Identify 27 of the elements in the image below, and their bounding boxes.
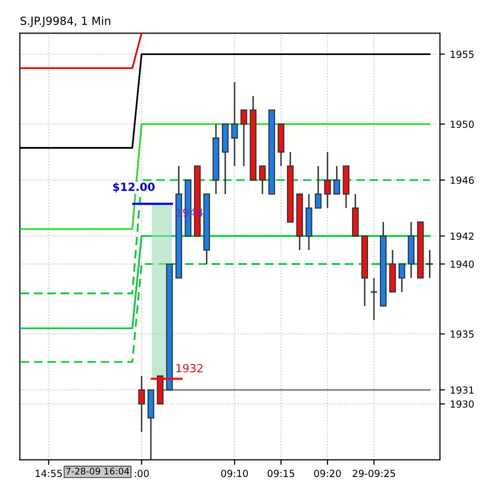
x-tick-label: 09:15	[268, 470, 294, 478]
y-tick-label: 1940	[450, 260, 474, 268]
candlestick	[231, 81, 238, 167]
x-tick-label: 29-09:25	[352, 470, 396, 478]
candlestick	[398, 263, 406, 293]
chart-title: S.JP.J9984, 1 Min	[20, 16, 110, 28]
y-tick-label: 1930	[450, 400, 474, 408]
y-tick-label: 1946	[450, 176, 474, 184]
candlestick	[333, 165, 340, 195]
annotation: 1932	[176, 364, 202, 372]
annotation: 1944	[176, 208, 203, 217]
y-tick-label: 1931	[450, 386, 474, 394]
candlestick	[314, 165, 322, 209]
candlestick	[138, 375, 145, 433]
y-tick-label: 1935	[450, 330, 474, 338]
x-tick-label: :00	[134, 470, 149, 478]
y-tick-label: 1942	[450, 232, 474, 240]
x-tick-label: 09:20	[314, 470, 341, 478]
y-tick-label: 1955	[450, 50, 474, 58]
x-tick-label: 14:55	[36, 470, 62, 478]
candlestick	[259, 165, 266, 195]
candlestick	[324, 151, 331, 209]
annotation: $12.00	[113, 182, 155, 192]
y-tick-label: 1950	[450, 120, 474, 128]
x-tick-label: 09:10	[221, 470, 248, 478]
text: 7-28-09 16:04	[66, 468, 130, 475]
candlestick	[240, 109, 248, 167]
